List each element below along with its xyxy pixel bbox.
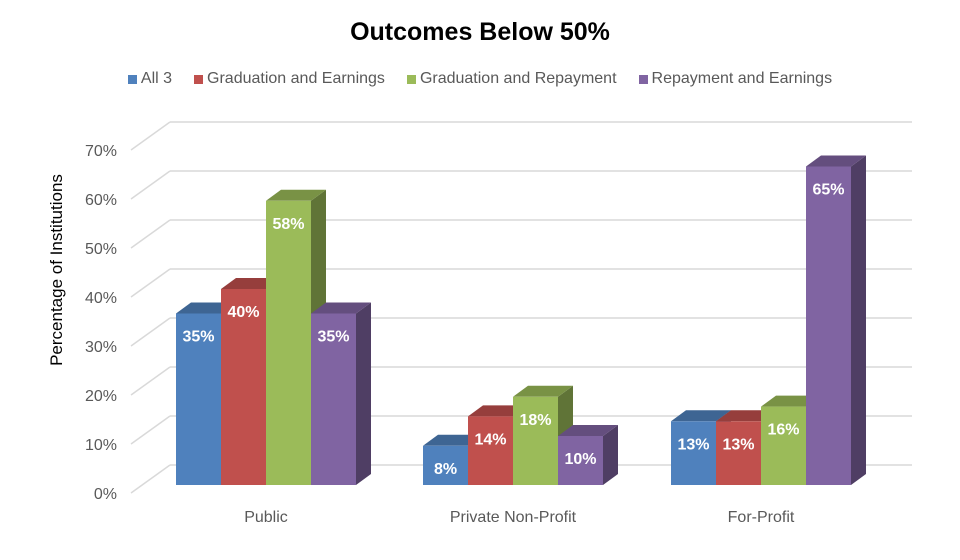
y-tick-label: 0% [94,486,117,503]
data-label: 10% [564,451,596,468]
gridline-depth [130,415,171,445]
data-label: 35% [317,329,349,346]
y-tick-label: 20% [85,388,117,405]
chart-title: Outcomes Below 50% [350,18,610,46]
bar-top [311,302,371,314]
data-label: 13% [722,436,754,453]
legend-label: Graduation and Earnings [207,70,385,87]
bar-side [851,155,866,485]
legend-item-graduation-repayment: Graduation and Repayment [406,70,617,88]
legend-swatch [194,74,204,84]
gridline-depth [130,317,171,347]
legend-swatch [406,74,416,84]
bar-top [266,189,326,201]
bar [558,436,603,485]
data-label: 18% [519,412,551,429]
data-label: 14% [474,431,506,448]
legend-label: Graduation and Repayment [419,70,617,87]
bar-top [558,425,618,436]
legend-swatch [638,74,648,84]
y-tick-label: 60% [85,192,117,209]
bar [423,445,468,485]
gridline-depth [130,170,171,200]
data-label: 16% [767,422,799,439]
bar-top [671,410,731,422]
bar-top [513,385,573,397]
gridline-depth [130,268,171,298]
y-tick-label: 40% [85,290,117,307]
bar [176,313,221,485]
y-tick-label: 70% [85,143,117,160]
x-tick-label: Public [244,509,288,526]
bar [468,416,513,485]
legend-label: Repayment and Earnings [651,70,833,87]
x-tick-label: For-Profit [728,509,795,526]
data-label: 13% [677,436,709,453]
data-label: 8% [434,461,457,478]
legend-label: All 3 [140,70,173,87]
gridline-depth [130,464,171,494]
data-label: 58% [272,216,304,233]
legend: All 3 Graduation and Earnings Graduation… [0,70,960,88]
legend-item-graduation-earnings: Graduation and Earnings [194,70,385,88]
gridline-depth [130,121,171,151]
bar [716,421,761,485]
y-tick-label: 30% [85,339,117,356]
legend-swatch [127,74,137,84]
y-tick-label: 10% [85,437,117,454]
x-tick-label: Private Non-Profit [450,509,577,526]
legend-item-repayment-earnings: Repayment and Earnings [638,70,833,88]
gridline-depth [130,219,171,249]
bar [806,166,851,485]
bar-top [806,155,866,167]
bar [671,421,716,485]
gridline-depth [130,366,171,396]
data-label: 40% [227,304,259,321]
bar [266,200,311,486]
y-tick-label: 50% [85,241,117,258]
bar [513,396,558,485]
legend-item-all-3: All 3 [127,70,173,88]
bar [311,313,356,485]
bar [221,289,266,485]
data-label: 35% [182,329,214,346]
data-label: 65% [812,182,844,199]
bar-side [356,302,371,485]
bar [761,406,806,485]
bar-side [603,425,618,485]
